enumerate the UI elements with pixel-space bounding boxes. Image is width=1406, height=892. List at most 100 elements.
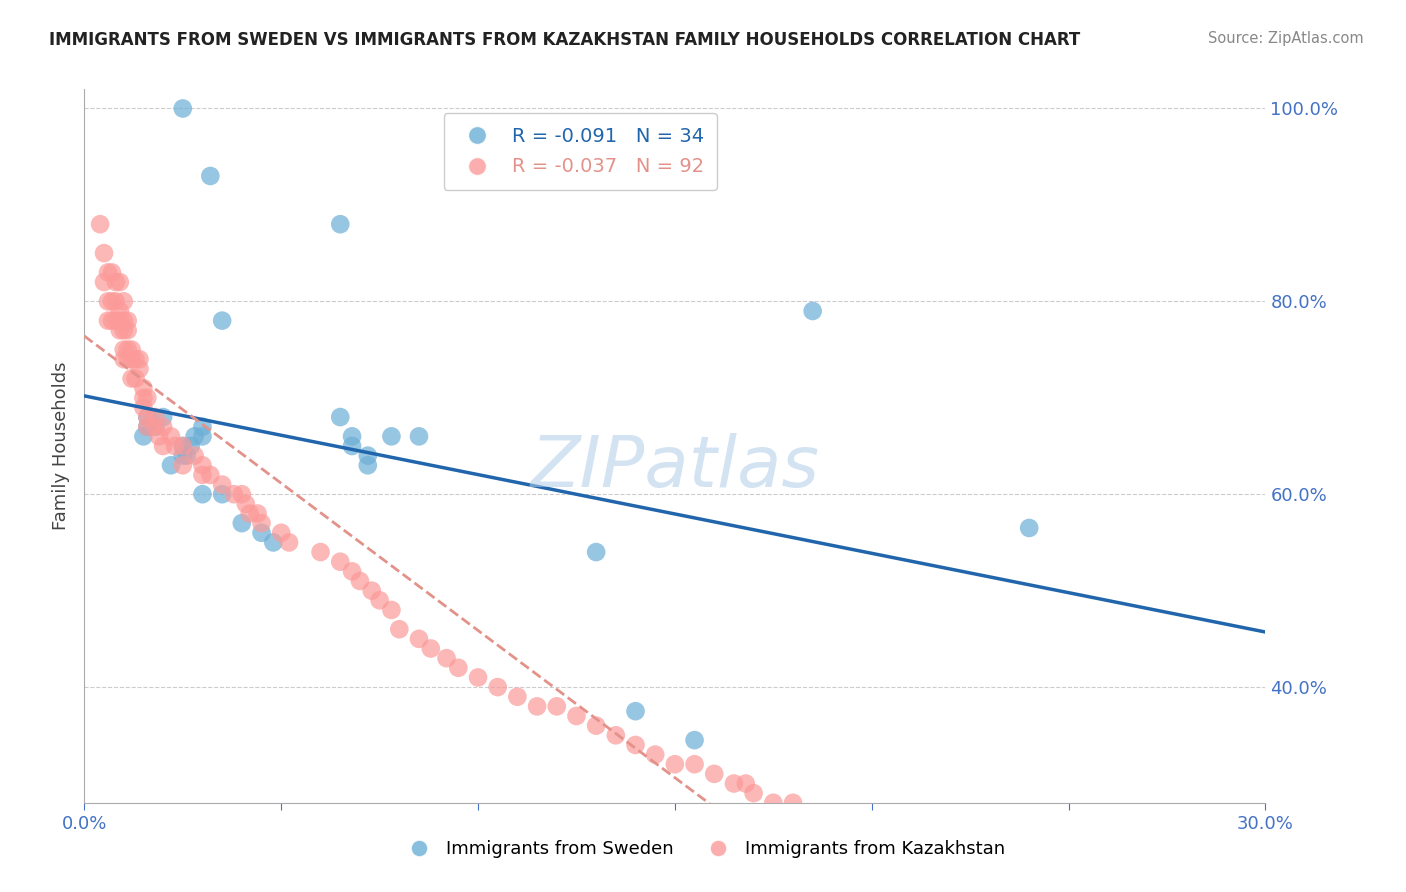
Point	[172, 449, 194, 463]
Point	[136, 410, 159, 425]
Point	[360, 583, 382, 598]
Point	[112, 294, 135, 309]
Point	[200, 169, 222, 183]
Point	[160, 458, 183, 473]
Point	[762, 796, 785, 810]
Point	[368, 593, 391, 607]
Point	[734, 776, 756, 790]
Point	[172, 439, 194, 453]
Point	[117, 343, 139, 357]
Point	[93, 246, 115, 260]
Point	[101, 294, 124, 309]
Point	[801, 304, 824, 318]
Point	[408, 632, 430, 646]
Point	[191, 429, 214, 443]
Point	[222, 487, 245, 501]
Point	[108, 323, 131, 337]
Point	[128, 352, 150, 367]
Point	[143, 410, 166, 425]
Point	[191, 458, 214, 473]
Point	[183, 449, 205, 463]
Point	[703, 767, 725, 781]
Point	[605, 728, 627, 742]
Point	[235, 497, 257, 511]
Point	[250, 516, 273, 530]
Point	[132, 429, 155, 443]
Point	[436, 651, 458, 665]
Point	[200, 467, 222, 482]
Point	[270, 525, 292, 540]
Point	[340, 429, 363, 443]
Point	[117, 352, 139, 367]
Point	[841, 815, 863, 830]
Point	[408, 429, 430, 443]
Point	[526, 699, 548, 714]
Point	[163, 439, 186, 453]
Point	[231, 516, 253, 530]
Point	[112, 343, 135, 357]
Point	[124, 371, 146, 385]
Point	[124, 352, 146, 367]
Point	[380, 429, 402, 443]
Point	[104, 313, 127, 327]
Point	[585, 719, 607, 733]
Point	[565, 709, 588, 723]
Point	[624, 704, 647, 718]
Point	[148, 429, 170, 443]
Point	[419, 641, 441, 656]
Point	[250, 525, 273, 540]
Point	[143, 419, 166, 434]
Point	[160, 429, 183, 443]
Point	[546, 699, 568, 714]
Point	[388, 622, 411, 636]
Point	[329, 410, 352, 425]
Point	[211, 477, 233, 491]
Point	[357, 458, 380, 473]
Point	[447, 661, 470, 675]
Point	[467, 670, 489, 684]
Point	[191, 487, 214, 501]
Point	[211, 313, 233, 327]
Text: ZIPatlas: ZIPatlas	[530, 433, 820, 502]
Point	[117, 313, 139, 327]
Point	[231, 487, 253, 501]
Point	[136, 391, 159, 405]
Point	[211, 487, 233, 501]
Point	[506, 690, 529, 704]
Point	[132, 381, 155, 395]
Point	[121, 352, 143, 367]
Point	[329, 555, 352, 569]
Point	[132, 401, 155, 415]
Point	[246, 507, 269, 521]
Point	[152, 410, 174, 425]
Point	[172, 439, 194, 453]
Point	[644, 747, 666, 762]
Point	[128, 362, 150, 376]
Point	[742, 786, 765, 800]
Point	[104, 275, 127, 289]
Point	[683, 733, 706, 747]
Text: Source: ZipAtlas.com: Source: ZipAtlas.com	[1208, 31, 1364, 46]
Point	[136, 419, 159, 434]
Point	[117, 323, 139, 337]
Point	[143, 419, 166, 434]
Point	[486, 680, 509, 694]
Point	[1018, 521, 1040, 535]
Point	[104, 294, 127, 309]
Point	[278, 535, 301, 549]
Point	[112, 352, 135, 367]
Point	[180, 439, 202, 453]
Point	[723, 776, 745, 790]
Point	[191, 419, 214, 434]
Point	[89, 217, 111, 231]
Point	[112, 313, 135, 327]
Text: IMMIGRANTS FROM SWEDEN VS IMMIGRANTS FROM KAZAKHSTAN FAMILY HOUSEHOLDS CORRELATI: IMMIGRANTS FROM SWEDEN VS IMMIGRANTS FRO…	[49, 31, 1080, 49]
Point	[380, 603, 402, 617]
Point	[183, 429, 205, 443]
Point	[340, 439, 363, 453]
Point	[121, 343, 143, 357]
Point	[782, 796, 804, 810]
Point	[97, 265, 120, 279]
Point	[172, 458, 194, 473]
Point	[97, 294, 120, 309]
